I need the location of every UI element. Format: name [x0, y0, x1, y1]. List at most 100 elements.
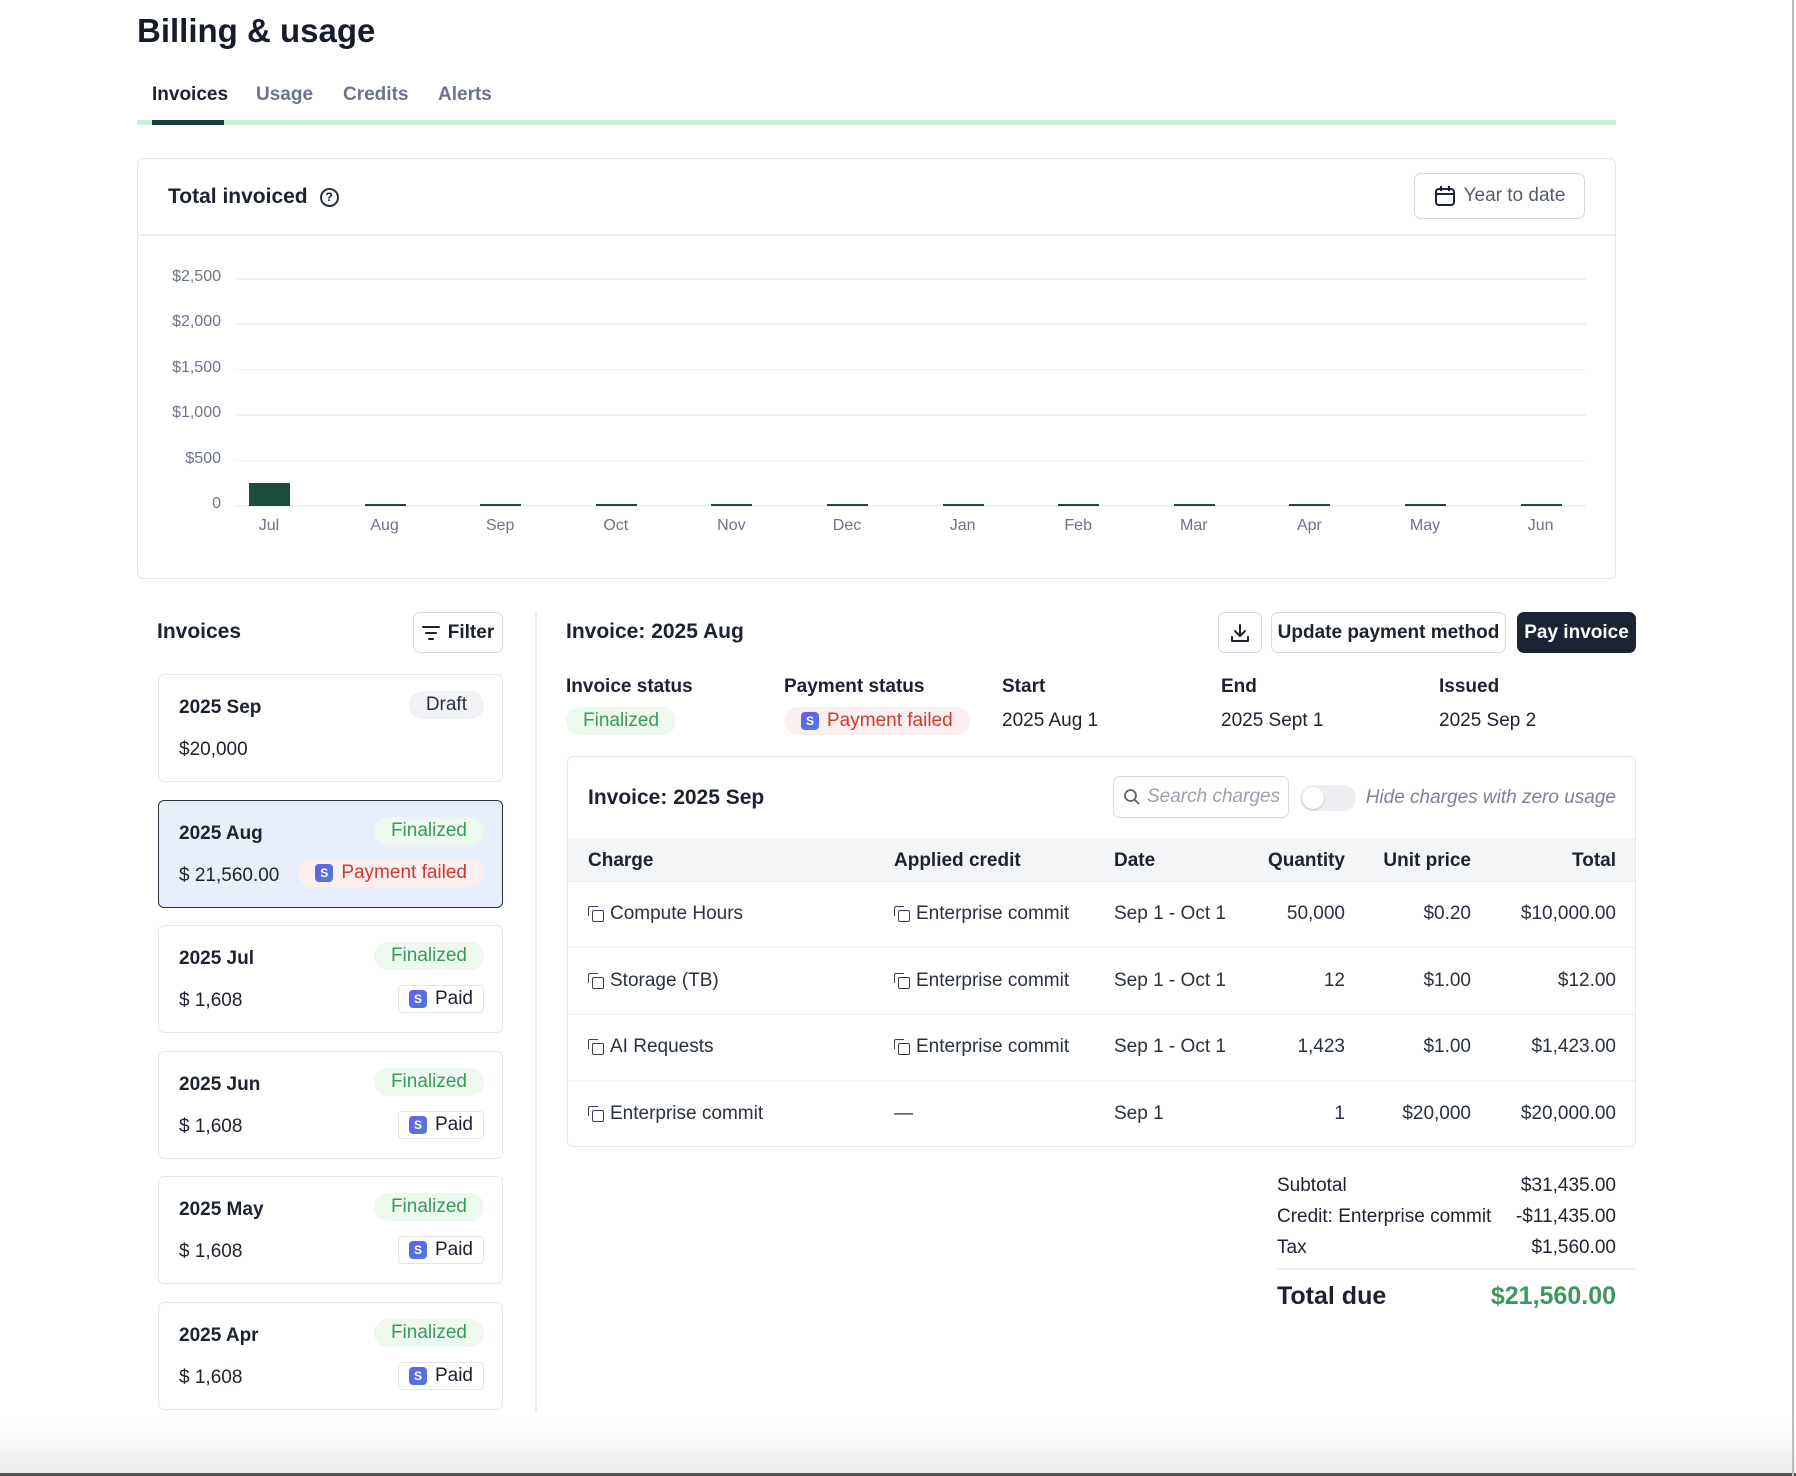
- charge-cell: Storage (TB): [588, 970, 719, 992]
- tab-invoices[interactable]: Invoices: [152, 84, 229, 105]
- hide-zero-usage-toggle[interactable]: [1300, 785, 1356, 811]
- total-invoiced-card: Total invoiced ? Year to date 0 $500 $1,00…: [137, 158, 1616, 579]
- y-tick-label: $1,500: [172, 358, 221, 376]
- total-due-row: Total due $21,560.00: [1277, 1282, 1616, 1311]
- payment-status-text: Paid: [434, 1365, 473, 1386]
- download-button[interactable]: [1218, 612, 1262, 653]
- tab-bar: Invoices Usage Credits Alerts: [137, 84, 1616, 124]
- charge-row: Compute Hours Enterprise commit Sep 1 - …: [568, 882, 1635, 948]
- bar-mar[interactable]: [1173, 504, 1215, 506]
- payment-status-text: Payment failed: [341, 861, 467, 883]
- invoice-month: 2025 Jul: [179, 948, 254, 970]
- date-cell: Sep 1 - Oct 1: [1114, 969, 1226, 991]
- invoice-card[interactable]: 2025 Jul $ 1,608 Finalized S Paid: [158, 925, 503, 1034]
- calendar-icon: [1434, 186, 1455, 206]
- payment-status-badge: S Paid: [397, 985, 484, 1014]
- bar-feb[interactable]: [1058, 504, 1100, 506]
- quantity-cell: 1: [1334, 1102, 1345, 1124]
- gridline: [235, 368, 1586, 371]
- unit-price-cell: $0.20: [1423, 903, 1471, 924]
- x-tick-label: Jun: [1527, 517, 1554, 534]
- invoice-amount: $ 21,560.00: [179, 864, 280, 886]
- help-icon[interactable]: ?: [319, 187, 339, 207]
- total-cell: $20,000.00: [1520, 1102, 1616, 1124]
- total-cell: $10,000.00: [1520, 903, 1616, 924]
- invoice-status-badge: Finalized: [373, 1193, 484, 1222]
- gridline: [235, 278, 1586, 280]
- date-range-label: Year to date: [1463, 185, 1566, 206]
- bar-sep[interactable]: [480, 504, 522, 506]
- col-charge: Charge: [588, 850, 654, 871]
- quantity-cell: 1,423: [1297, 1036, 1345, 1057]
- invoice-status-text: Draft: [425, 694, 467, 715]
- search-charges-input[interactable]: Search charges: [1113, 776, 1289, 818]
- stripe-icon: S: [801, 712, 819, 730]
- charge-name[interactable]: Storage (TB): [610, 969, 719, 991]
- payment-status-text: Paid: [434, 988, 473, 1010]
- gridline: [235, 414, 1586, 416]
- invoice-status-badge: Finalized: [373, 1319, 484, 1347]
- charge-row: Storage (TB) Enterprise commit Sep 1 - O…: [568, 949, 1635, 1015]
- x-tick-label: Jan: [949, 517, 976, 534]
- payment-status-badge: S Paid: [397, 1362, 484, 1390]
- filter-button[interactable]: Filter: [413, 612, 503, 653]
- invoice-card[interactable]: 2025 Jun $ 1,608 Finalized S Paid: [158, 1050, 503, 1159]
- invoice-card[interactable]: 2025 Apr $ 1,608 Finalized S Paid: [158, 1302, 503, 1410]
- charge-name[interactable]: Compute Hours: [610, 903, 744, 924]
- charges-title: Invoice: 2025 Sep: [588, 786, 765, 809]
- bar-apr[interactable]: [1289, 504, 1331, 506]
- chart-title: Total invoiced: [168, 185, 308, 208]
- subtotal-value: $31,435.00: [1520, 1175, 1616, 1196]
- window-right-edge: [1792, 0, 1794, 1476]
- invoice-card[interactable]: 2025 Aug $ 21,560.00 Finalized S Payment f…: [158, 799, 503, 908]
- charge-name[interactable]: AI Requests: [610, 1036, 714, 1057]
- bar-jun[interactable]: [1520, 504, 1562, 506]
- copy-icon: [588, 1039, 604, 1055]
- page-title: Billing & usage: [137, 12, 376, 49]
- window-bottom-edge: [0, 1420, 1796, 1476]
- tab-usage[interactable]: Usage: [256, 84, 314, 105]
- tab-credits[interactable]: Credits: [343, 84, 409, 105]
- bar-dec[interactable]: [827, 504, 868, 506]
- quantity-cell: 50,000: [1286, 903, 1345, 924]
- copy-icon: [588, 972, 604, 989]
- bar-aug[interactable]: [364, 504, 406, 506]
- payment-status-text: Payment failed: [827, 710, 953, 731]
- invoice-month: 2025 Jun: [179, 1073, 261, 1095]
- charge-name[interactable]: Enterprise commit: [610, 1102, 764, 1124]
- tab-alerts[interactable]: Alerts: [438, 84, 492, 105]
- invoice-status-text: Finalized: [390, 1070, 467, 1092]
- subtotal-row: Subtotal $31,435.00: [1277, 1175, 1616, 1197]
- applied-credit-name: Enterprise commit: [916, 903, 1070, 924]
- bar-may[interactable]: [1405, 504, 1446, 506]
- gridline: [235, 323, 1586, 325]
- charge-cell: Enterprise commit: [588, 1103, 763, 1125]
- charge-row: Enterprise commit — Sep 1 1 $20,000 $20,…: [568, 1082, 1635, 1148]
- applied-credit-cell: Enterprise commit: [894, 1036, 1069, 1058]
- bar-nov[interactable]: [711, 504, 753, 506]
- pay-invoice-button[interactable]: Pay invoice: [1517, 612, 1636, 653]
- end-label: End: [1221, 676, 1257, 697]
- date-cell: Sep 1: [1114, 1102, 1164, 1124]
- quantity-cell: 12: [1323, 969, 1345, 991]
- charges-card: Invoice: 2025 Sep Search charges Hide ch…: [567, 756, 1636, 1147]
- credit-value: -$11,435.00: [1515, 1206, 1616, 1227]
- invoice-month: 2025 Apr: [179, 1325, 259, 1346]
- x-tick-label: Mar: [1180, 517, 1208, 534]
- bar-jan[interactable]: [942, 504, 984, 506]
- invoice-card[interactable]: 2025 Sep $20,000 Draft: [158, 674, 503, 782]
- x-tick-label: Aug: [370, 517, 399, 534]
- issued-value: 2025 Sep 2: [1439, 710, 1537, 731]
- tax-label: Tax: [1277, 1237, 1307, 1258]
- bar-oct[interactable]: [595, 504, 637, 506]
- y-tick-label: $2,500: [172, 268, 221, 285]
- start-value: 2025 Aug 1: [1002, 710, 1099, 731]
- total-due-label: Total due: [1277, 1282, 1387, 1310]
- date-range-button[interactable]: Year to date: [1414, 173, 1585, 219]
- bar-jul[interactable]: [249, 483, 290, 506]
- payment-status-text: Paid: [434, 1239, 473, 1261]
- update-payment-method-button[interactable]: Update payment method: [1271, 612, 1506, 653]
- col-date: Date: [1114, 850, 1156, 871]
- date-cell: Sep 1 - Oct 1: [1114, 903, 1226, 924]
- invoice-card[interactable]: 2025 May $ 1,608 Finalized S Paid: [158, 1176, 503, 1285]
